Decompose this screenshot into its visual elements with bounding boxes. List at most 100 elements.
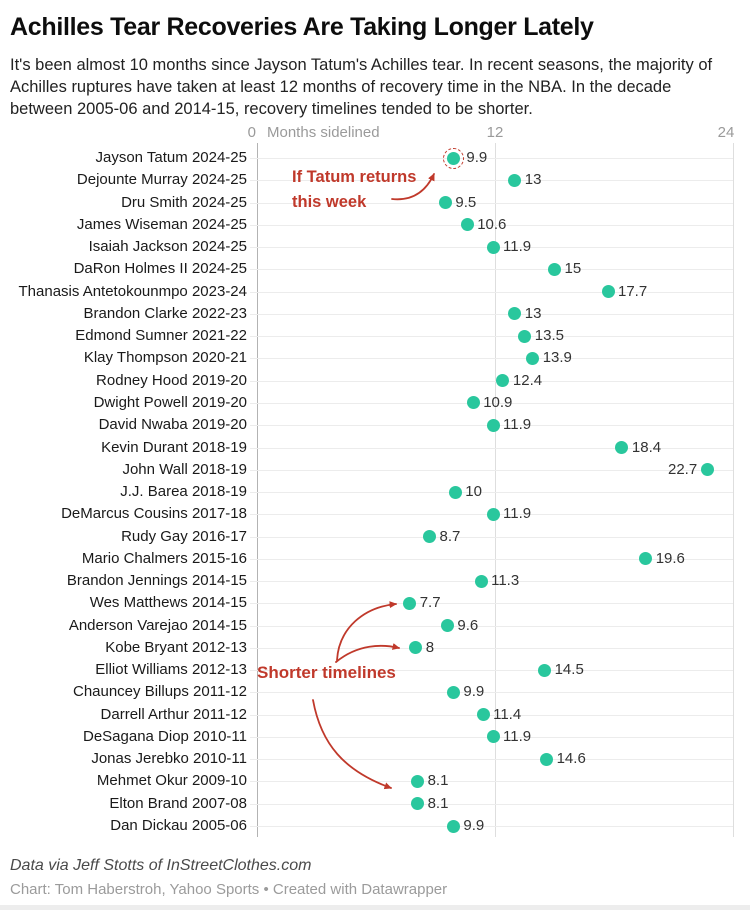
dot-row: Rodney Hood 2019-20 12.4 <box>0 370 750 392</box>
row-gridline <box>250 581 733 583</box>
dot-row: Edmond Sumner 2021-22 13.5 <box>0 325 750 347</box>
recovery-dot[interactable] <box>446 819 460 833</box>
value-label: 9.9 <box>466 149 488 166</box>
recovery-dot[interactable] <box>540 752 554 766</box>
value-label: 19.6 <box>655 549 685 567</box>
dot-row: Dan Dickau 2005-06 9.9 <box>0 815 750 837</box>
player-label: Isaiah Jackson 2024-25 <box>88 238 247 256</box>
player-label: Kobe Bryant 2012-13 <box>105 638 247 656</box>
recovery-dot[interactable] <box>496 374 510 388</box>
recovery-dot[interactable] <box>639 552 653 566</box>
row-gridline <box>250 447 733 449</box>
annotation-tatum-returns: If Tatum returns this week <box>292 165 416 215</box>
highlight-dashed-ring <box>442 147 464 169</box>
recovery-dot[interactable] <box>486 240 500 254</box>
gridline-12-months <box>495 143 496 837</box>
gridline-24-months <box>733 143 734 837</box>
recovery-dot[interactable] <box>700 463 714 477</box>
value-label: 11.9 <box>503 505 532 523</box>
x-axis-tick-24: 24 <box>717 124 735 141</box>
recovery-dot[interactable] <box>411 774 425 788</box>
dot-row: J.J. Barea 2018-19 10 <box>0 481 750 503</box>
row-gridline <box>250 313 733 315</box>
row-gridline <box>250 202 733 204</box>
recovery-dot[interactable] <box>423 530 436 543</box>
row-gridline <box>250 826 733 827</box>
recovery-dot[interactable] <box>526 351 540 365</box>
row-gridline <box>250 469 733 471</box>
recovery-dot[interactable] <box>440 619 454 633</box>
player-label: J.J. Barea 2018-19 <box>120 483 247 500</box>
dot-row: Jonas Jerebko 2010-11 14.6 <box>0 748 750 770</box>
recovery-dot[interactable] <box>411 797 425 811</box>
dot-row: Dwight Powell 2019-20 10.9 <box>0 392 750 414</box>
row-gridline <box>250 625 733 627</box>
row-gridline <box>250 670 733 672</box>
recovery-dot[interactable] <box>486 730 500 744</box>
player-label: DaRon Holmes II 2024-25 <box>73 260 247 278</box>
value-label: 9.9 <box>463 817 485 834</box>
recovery-dot[interactable] <box>460 218 474 232</box>
player-label: Jonas Jerebko 2010-11 <box>91 750 247 768</box>
dot-row: John Wall 2018-19 22.7 <box>0 459 750 481</box>
recovery-dot[interactable] <box>486 507 500 521</box>
value-label: 11.4 <box>493 705 522 723</box>
player-label: Brandon Clarke 2022-23 <box>83 304 247 322</box>
chart-subtitle: It's been almost 10 months since Jayson … <box>10 56 713 118</box>
dot-row: Rudy Gay 2016-17 8.7 <box>0 526 750 548</box>
recovery-dot[interactable] <box>409 641 423 655</box>
recovery-dot[interactable] <box>446 151 460 165</box>
value-label: 11.3 <box>491 572 520 590</box>
row-gridline <box>250 603 733 605</box>
player-label: Kevin Durant 2018-19 <box>101 438 247 456</box>
x-axis-tick-0: 0 <box>247 124 256 141</box>
player-label: Klay Thompson 2020-21 <box>83 349 247 367</box>
player-label: James Wiseman 2024-25 <box>76 215 247 233</box>
row-gridline <box>250 358 733 360</box>
player-label: Mehmet Okur 2009-10 <box>96 772 247 790</box>
annotation-tatum-line1: If Tatum returns <box>292 168 417 186</box>
recovery-dot[interactable] <box>476 708 490 722</box>
recovery-dot[interactable] <box>446 685 460 699</box>
value-label: 22.7 <box>668 460 698 478</box>
player-label: David Nwaba 2019-20 <box>98 416 247 434</box>
recovery-dot[interactable] <box>448 485 462 499</box>
dot-row: Elliot Williams 2012-13 14.5 <box>0 659 750 681</box>
x-axis-title: Months sidelined <box>267 124 380 141</box>
recovery-dot[interactable] <box>486 418 500 432</box>
recovery-dot[interactable] <box>601 285 615 299</box>
recovery-dot[interactable] <box>438 196 452 209</box>
value-label: 11.9 <box>503 727 532 745</box>
player-label: Jayson Tatum 2024-25 <box>95 149 248 166</box>
recovery-dot[interactable] <box>508 307 522 321</box>
value-label: 9.9 <box>463 683 485 701</box>
row-gridline <box>250 803 733 805</box>
recovery-dot[interactable] <box>466 396 480 410</box>
recovery-dot[interactable] <box>518 329 532 343</box>
value-label: 8 <box>425 638 435 656</box>
recovery-dot[interactable] <box>538 663 552 677</box>
dot-row: Mario Chalmers 2015-16 19.6 <box>0 548 750 570</box>
value-label: 11.9 <box>503 416 532 434</box>
recovery-dot[interactable] <box>615 441 629 454</box>
recovery-dot[interactable] <box>403 596 417 610</box>
annotation-shorter-timelines: Shorter timelines <box>257 663 396 682</box>
recovery-dot[interactable] <box>508 173 522 187</box>
dot-row: Kevin Durant 2018-19 18.4 <box>0 437 750 459</box>
recovery-dot[interactable] <box>474 574 488 588</box>
recovery-dot[interactable] <box>548 262 561 276</box>
player-label: Rudy Gay 2016-17 <box>121 527 247 545</box>
row-gridline <box>250 402 733 404</box>
value-label: 18.4 <box>631 438 662 456</box>
value-label: 13 <box>524 171 542 189</box>
value-label: 8.7 <box>439 527 461 545</box>
dot-row: Kobe Bryant 2012-13 8 <box>0 637 750 659</box>
player-label: Thanasis Antetokounmpo 2023-24 <box>18 282 248 300</box>
data-source-line: Data via Jeff Stotts of InStreetClothes.… <box>10 857 312 874</box>
dot-row: Isaiah Jackson 2024-25 11.9 <box>0 236 750 258</box>
value-label: 13.5 <box>534 327 564 345</box>
value-label: 11.9 <box>503 238 532 256</box>
dot-row: Anderson Varejao 2014-15 9.6 <box>0 615 750 637</box>
dot-row: Chauncey Billups 2011-12 9.9 <box>0 681 750 703</box>
player-label: Brandon Jennings 2014-15 <box>66 572 247 590</box>
